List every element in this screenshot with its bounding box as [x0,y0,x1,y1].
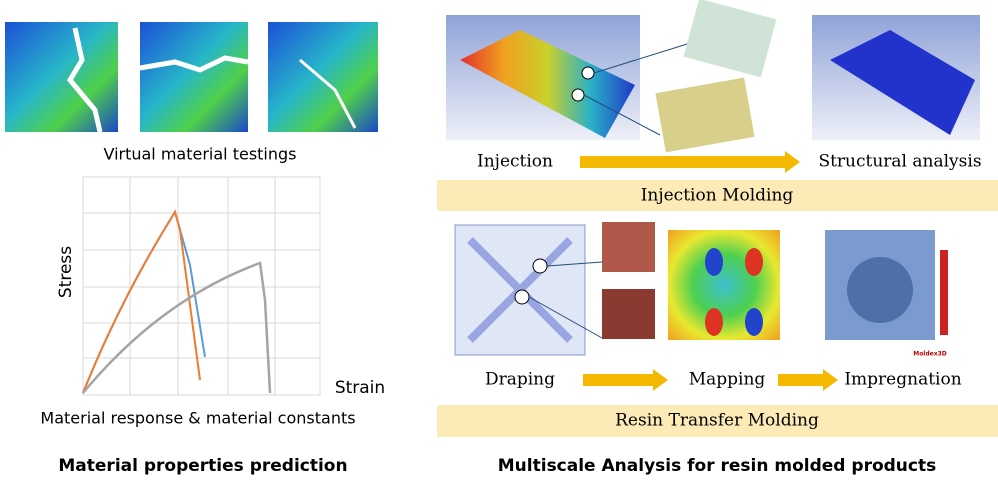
step-label: Injection [477,152,553,172]
marker [581,66,595,80]
spot [745,308,763,336]
axis-label: Stress [56,246,76,298]
band-label: Resin Transfer Molding [615,411,819,431]
crack [139,55,249,73]
band [437,180,998,211]
part [830,30,975,135]
leader [546,261,603,267]
marker [532,258,548,274]
weave-image [602,289,655,339]
part [460,30,635,138]
logo: Moldex3D [913,351,947,358]
weave-image [602,222,655,272]
caption: Virtual material testings [103,145,296,164]
arrow [778,369,838,391]
arrow [580,151,800,173]
section-title: Material properties prediction [58,456,347,476]
caption: Material response & material constants [40,409,355,428]
step-label: Mapping [689,370,766,390]
curve [82,209,201,394]
axis-label: Strain [335,378,385,398]
fe-image [5,22,118,132]
step-label: Impregnation [844,370,961,390]
step-label: Structural analysis [818,152,981,172]
marker [514,289,530,305]
fe-image [140,22,248,132]
spot [705,248,723,276]
section-title: Multiscale Analysis for resin molded pro… [498,456,936,476]
fiber-image [683,0,777,78]
band [437,405,998,437]
fe-image [268,22,378,132]
spot [745,248,763,276]
leader [593,39,701,74]
fiber-image [655,77,755,153]
map-image [668,230,780,340]
band-label: Injection Molding [641,186,794,206]
colorbar [940,250,948,335]
arrow [583,369,668,391]
step-label: Draping [485,370,555,390]
crack [299,58,357,129]
crack [66,27,103,133]
marker [571,88,585,102]
spot [705,308,723,336]
fiber-section [847,257,913,323]
leader [583,94,661,136]
leader [528,296,603,339]
curve [82,261,272,394]
chart-frame [82,176,321,396]
